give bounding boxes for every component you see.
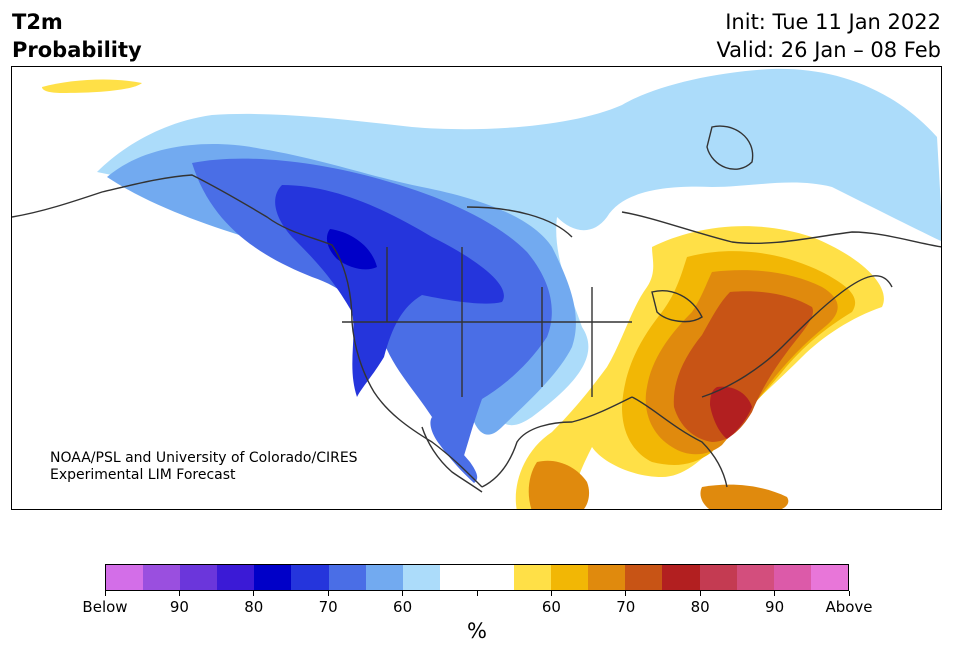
- colorbar-tick: [550, 591, 552, 596]
- colorbar-tick-label: Above: [825, 598, 873, 616]
- colorbar-swatch: [662, 565, 700, 590]
- colorbar-swatch: [476, 565, 515, 590]
- colorbar-tick-label: 60: [541, 598, 561, 616]
- title-variable: T2m: [12, 10, 63, 34]
- title-kind: Probability: [12, 38, 142, 62]
- map-canvas: [12, 68, 941, 509]
- colorbar-tick-label: 80: [244, 598, 264, 616]
- colorbar-tick-label: 70: [318, 598, 338, 616]
- colorbar-swatch: [699, 565, 737, 590]
- colorbar-swatch: [625, 565, 663, 590]
- colorbar-swatch: [328, 565, 366, 590]
- colorbar-swatch: [810, 565, 848, 590]
- credit-line-1: NOAA/PSL and University of Colorado/CIRE…: [50, 450, 358, 466]
- colorbar-tick: [327, 591, 329, 596]
- probability-map: NOAA/PSL and University of Colorado/CIRE…: [11, 66, 942, 510]
- credit-line-2: Experimental LIM Forecast: [50, 467, 236, 483]
- warm-region-95: [710, 386, 752, 439]
- init-date: Init: Tue 11 Jan 2022: [725, 10, 941, 34]
- colorbar-tick: [774, 591, 776, 596]
- warm-region-greenland: [42, 79, 142, 93]
- valid-range: Valid: 26 Jan – 08 Feb: [716, 38, 941, 62]
- warm-region-90: [673, 291, 813, 442]
- warm-region-texas: [528, 460, 590, 509]
- colorbar-tick: [253, 591, 255, 596]
- colorbar-tick-label: 60: [393, 598, 413, 616]
- credit-text: NOAA/PSL and University of Colorado/CIRE…: [50, 450, 358, 484]
- colorbar-swatch: [402, 565, 440, 590]
- colorbar-swatch: [106, 565, 144, 590]
- coastlines: [12, 125, 941, 493]
- colorbar-tick-label: 90: [169, 598, 189, 616]
- colorbar-tick: [104, 591, 106, 596]
- colorbar-swatch: [365, 565, 403, 590]
- colorbar-swatch: [588, 565, 626, 590]
- colorbar-swatch: [180, 565, 218, 590]
- colorbar-tick-label: 90: [765, 598, 785, 616]
- colorbar-swatch: [551, 565, 589, 590]
- colorbar-tick-label: 70: [616, 598, 636, 616]
- colorbar-tick: [178, 591, 180, 596]
- colorbar-tick-label: 80: [690, 598, 710, 616]
- colorbar-tick: [625, 591, 627, 596]
- forecast-dates: Init: Tue 11 Jan 2022 Valid: 26 Jan – 08…: [716, 8, 941, 64]
- colorbar-swatch: [217, 565, 255, 590]
- colorbar-swatch: [736, 565, 774, 590]
- colorbar-swatch: [254, 565, 292, 590]
- map-title: T2m Probability: [12, 8, 142, 64]
- colorbar-swatch: [773, 565, 811, 590]
- colorbar-tick: [848, 591, 850, 596]
- colorbar-swatch: [514, 565, 552, 590]
- colorbar: [105, 564, 849, 591]
- colorbar-unit: %: [467, 619, 487, 643]
- colorbar-tick: [402, 591, 404, 596]
- colorbar-swatch: [439, 565, 477, 590]
- cold-region-baja: [430, 417, 478, 483]
- colorbar-swatch: [291, 565, 329, 590]
- colorbar-tick: [476, 591, 478, 596]
- colorbar-swatch: [143, 565, 181, 590]
- colorbar-tick: [699, 591, 701, 596]
- warm-region-cuba: [700, 484, 789, 509]
- colorbar-tick-label: Below: [82, 598, 128, 616]
